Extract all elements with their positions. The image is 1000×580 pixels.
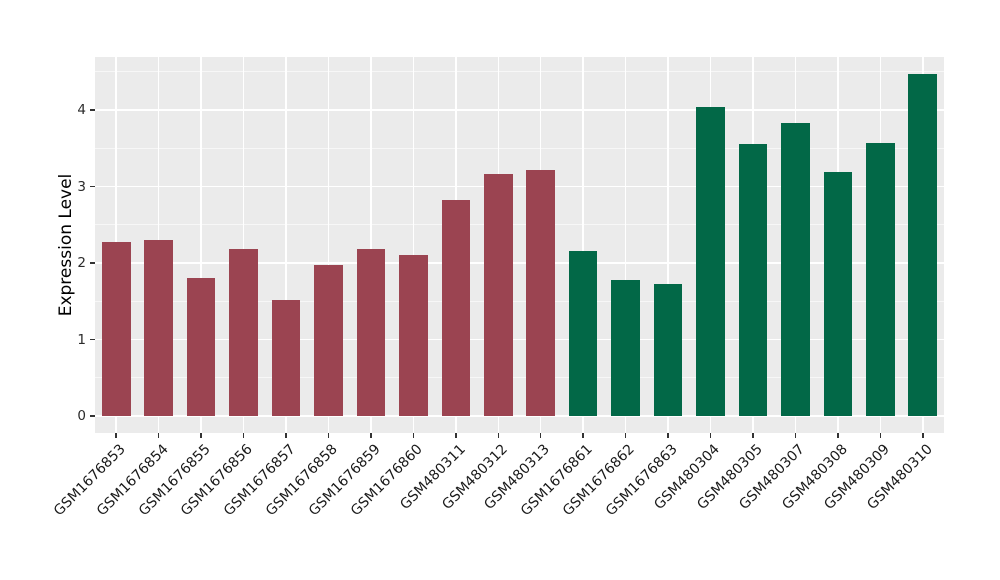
major-gridline-y-4 xyxy=(95,109,944,111)
y-tick-mark-1 xyxy=(90,338,95,341)
minor-gridline-y-1.5 xyxy=(95,300,944,302)
x-tick-mark-GSM1676862 xyxy=(624,433,627,438)
x-tick-mark-GSM1676857 xyxy=(285,433,287,438)
major-gridline-x xyxy=(370,57,372,433)
y-tick-mark-3 xyxy=(90,185,95,188)
plot-panel xyxy=(95,57,944,433)
bar-GSM480311 xyxy=(441,200,471,416)
bar-GSM480305 xyxy=(738,143,768,416)
y-tick-label-0: 0 xyxy=(77,408,86,424)
x-tick-label-GSM1676853: GSM1676853 xyxy=(50,441,129,520)
x-tick-mark-GSM480313 xyxy=(539,433,542,438)
bar-GSM1676857 xyxy=(271,299,301,416)
major-gridline-y-0 xyxy=(95,415,944,417)
major-gridline-x xyxy=(327,57,330,433)
x-tick-mark-GSM480308 xyxy=(837,433,839,438)
bar-GSM480309 xyxy=(866,142,895,416)
bar-GSM1676859 xyxy=(356,249,386,416)
bar-GSM480310 xyxy=(908,74,938,416)
major-gridline-x xyxy=(412,57,415,433)
major-gridline-x xyxy=(242,57,245,433)
bar-GSM480312 xyxy=(483,174,513,416)
bar-GSM1676853 xyxy=(101,242,131,416)
bar-GSM1676856 xyxy=(229,249,258,416)
x-tick-mark-GSM1676853 xyxy=(115,433,117,438)
x-tick-mark-GSM1676856 xyxy=(242,433,245,438)
major-gridline-y-1 xyxy=(95,338,944,341)
y-tick-label-4: 4 xyxy=(77,102,86,118)
bar-GSM480304 xyxy=(696,106,725,416)
bar-GSM1676855 xyxy=(186,277,216,416)
x-tick-mark-GSM480309 xyxy=(879,433,882,438)
x-tick-mark-GSM480310 xyxy=(922,433,924,438)
x-tick-mark-GSM480305 xyxy=(752,433,754,438)
x-tick-mark-GSM480307 xyxy=(794,433,797,438)
x-tick-mark-GSM1676859 xyxy=(370,433,372,438)
x-tick-mark-GSM1676858 xyxy=(327,433,330,438)
bar-GSM1676854 xyxy=(144,240,173,416)
x-tick-mark-GSM480311 xyxy=(455,433,457,438)
major-gridline-x xyxy=(582,57,584,433)
bar-GSM1676861 xyxy=(568,250,598,416)
major-gridline-y-2 xyxy=(95,262,944,264)
major-gridline-x xyxy=(285,57,287,433)
major-gridline-x xyxy=(200,57,202,433)
bar-GSM1676863 xyxy=(653,283,683,416)
bar-GSM480313 xyxy=(526,169,556,416)
y-tick-mark-0 xyxy=(90,415,95,417)
minor-gridline-y-0.5 xyxy=(95,377,944,379)
bar-GSM1676862 xyxy=(611,279,640,416)
y-tick-label-2: 2 xyxy=(77,255,86,271)
bar-GSM1676858 xyxy=(314,264,343,416)
y-tick-label-1: 1 xyxy=(77,331,86,348)
bar-GSM480307 xyxy=(781,123,810,416)
bar-GSM1676860 xyxy=(399,255,428,416)
major-gridline-y-3 xyxy=(95,185,944,188)
x-tick-mark-GSM1676863 xyxy=(667,433,669,438)
x-tick-mark-GSM1676854 xyxy=(157,433,160,438)
major-gridline-x xyxy=(667,57,669,433)
minor-gridline-y-3.5 xyxy=(95,147,944,149)
x-tick-mark-GSM480312 xyxy=(497,433,500,438)
x-tick-mark-GSM1676860 xyxy=(412,433,415,438)
major-gridline-x xyxy=(624,57,627,433)
x-tick-mark-GSM480304 xyxy=(709,433,712,438)
x-tick-mark-GSM1676861 xyxy=(582,433,584,438)
bar-GSM480308 xyxy=(823,171,853,416)
x-tick-mark-GSM1676855 xyxy=(200,433,202,438)
minor-gridline-y-4.5 xyxy=(95,71,944,73)
y-tick-mark-2 xyxy=(90,262,95,264)
minor-gridline-y-2.5 xyxy=(95,224,944,226)
y-axis-title: Expression Level xyxy=(56,173,76,317)
y-tick-mark-4 xyxy=(90,109,95,111)
y-tick-label-3: 3 xyxy=(77,178,86,195)
